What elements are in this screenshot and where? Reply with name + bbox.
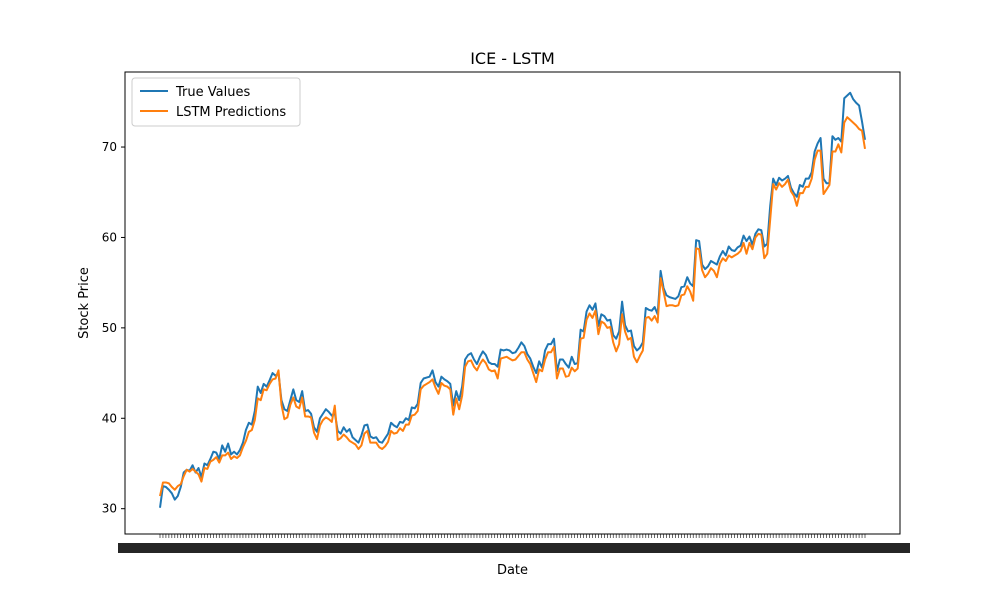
y-axis: 30 40 50 60 70: [102, 140, 125, 516]
y-axis-label: Stock Price: [77, 267, 92, 339]
x-axis-label: Date: [497, 563, 528, 578]
y-tick-label: 70: [102, 140, 117, 154]
chart-title: ICE - LSTM: [470, 49, 555, 68]
x-axis: [118, 534, 910, 553]
x-tick-label-overlap-band: [118, 543, 910, 553]
legend-label-lstm-predictions: LSTM Predictions: [176, 105, 286, 120]
series-layer: [159, 91, 866, 508]
series-line-lstm-predictions: [159, 116, 866, 497]
legend-label-true-values: True Values: [175, 85, 250, 100]
legend-box: [131, 77, 301, 127]
legend: True Values LSTM Predictions: [131, 77, 301, 127]
y-tick-label: 30: [102, 502, 117, 516]
y-tick-label: 40: [102, 411, 117, 425]
y-tick-label: 60: [102, 230, 117, 244]
x-axis-ticks: [159, 534, 866, 538]
y-tick-label: 50: [102, 321, 117, 335]
